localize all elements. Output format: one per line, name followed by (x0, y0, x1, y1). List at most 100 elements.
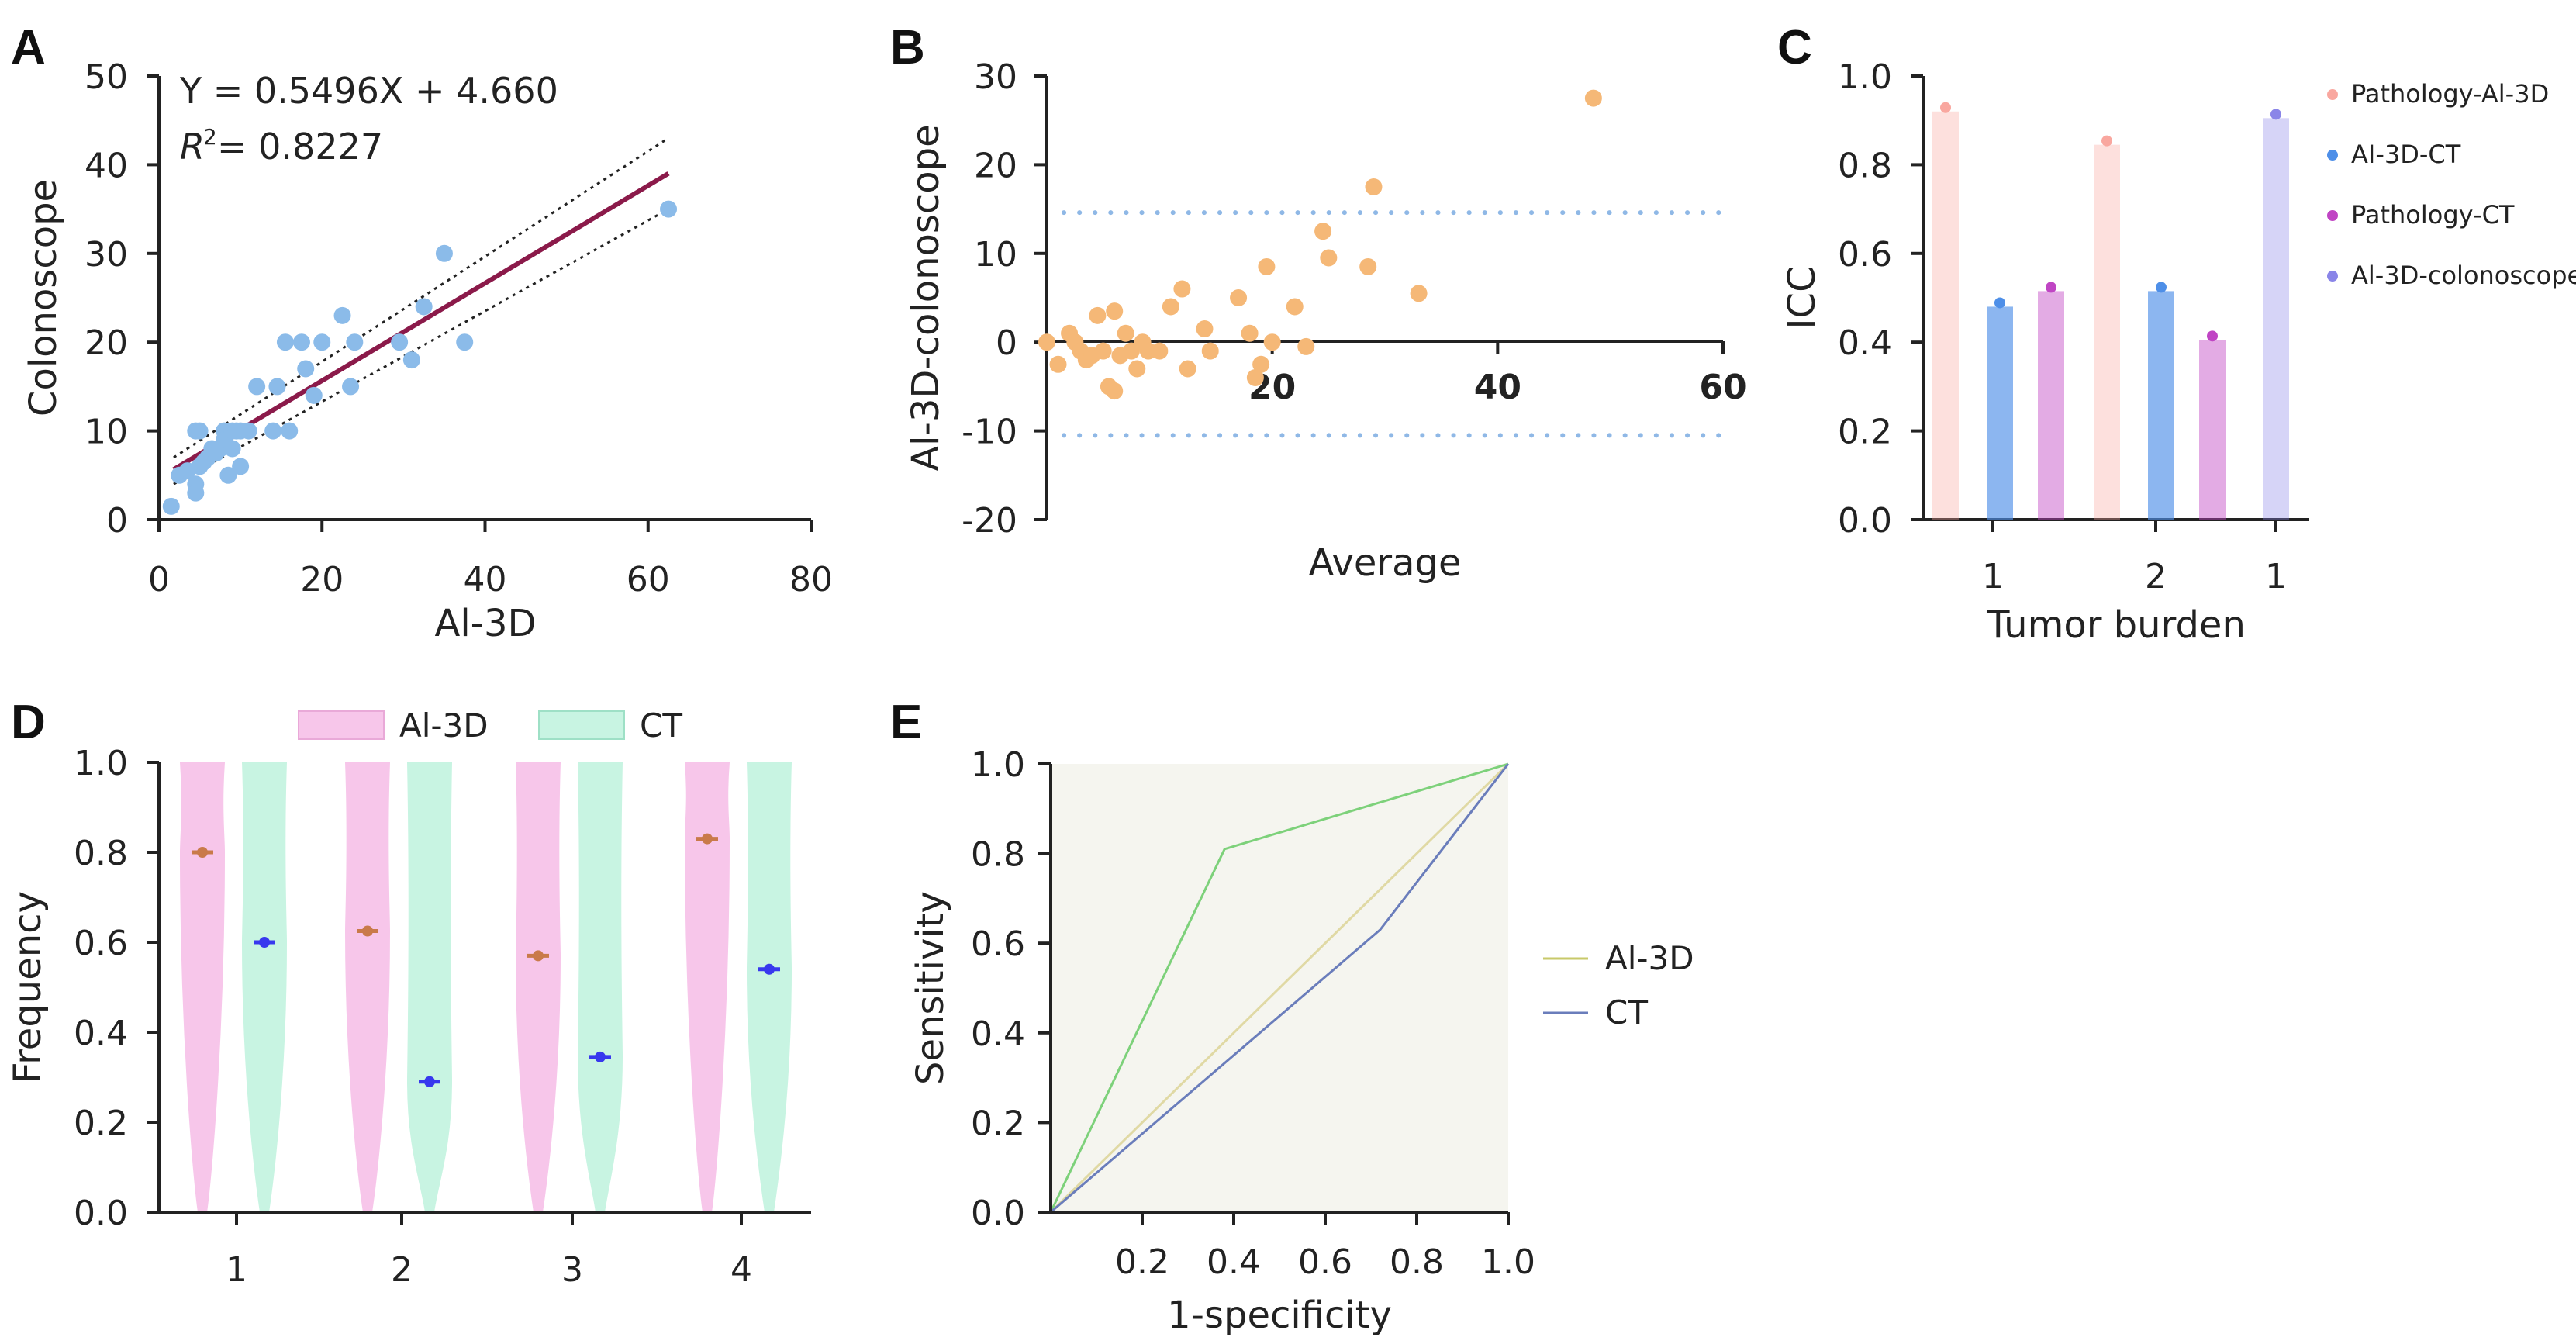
a-point (342, 378, 360, 396)
c-y-tick-label: 0.4 (1838, 323, 1892, 363)
b-y-tick-label: 0 (996, 323, 1017, 363)
d-violin (577, 762, 623, 1213)
b-point (1162, 298, 1179, 316)
c-y-tick-label: 1.0 (1838, 57, 1892, 97)
a-point (313, 333, 331, 351)
a-point (276, 333, 294, 351)
e-x-tick-label: 0.2 (1115, 1242, 1169, 1282)
c-bar (2038, 291, 2064, 520)
e-y-tick-label: 0.0 (971, 1194, 1025, 1233)
d-x-tick-label: 2 (391, 1250, 413, 1290)
a-y-tick-label: 50 (85, 57, 128, 97)
c-x-tick-label: 2 (2145, 557, 2167, 596)
panel-letter-d: D (11, 696, 46, 749)
b-point (1117, 324, 1134, 342)
b-point (1359, 257, 1377, 275)
a-point (456, 333, 474, 351)
b-x-tick-label: 40 (1474, 368, 1521, 407)
d-y-tick-label: 0.4 (74, 1014, 128, 1053)
d-legend-label: Al-3D (399, 707, 489, 745)
e-legend-label: CT (1605, 993, 1648, 1031)
c-y-tick-label: 0.0 (1838, 501, 1892, 541)
c-bar (1987, 306, 2013, 520)
b-x-tick-label: 60 (1699, 368, 1746, 407)
b-point (1263, 333, 1281, 351)
a-fit-line (172, 171, 670, 472)
a-x-tick-label: 80 (789, 560, 833, 599)
a-y-tick-label: 40 (85, 146, 128, 185)
e-y-tick-label: 0.6 (971, 924, 1025, 964)
a-x-label: Al-3D (435, 602, 537, 645)
c-legend-marker (2327, 89, 2338, 100)
d-violin (344, 762, 391, 1213)
b-point (1286, 298, 1304, 316)
d-median-dot (362, 925, 373, 937)
c-bar (1932, 111, 1959, 520)
c-legend-label: Pathology-Al-3D (2351, 79, 2549, 109)
a-point (415, 298, 433, 316)
b-point (1106, 382, 1124, 400)
c-ticks: 0.0 0.2 0.4 0.6 0.8 1.0 1 2 1 (1838, 57, 2287, 596)
e-y-tick-label: 0.8 (971, 835, 1025, 875)
b-point (1252, 355, 1270, 373)
c-bar-dot (1994, 297, 2005, 309)
b-point (1094, 342, 1112, 360)
panel-c: C 0.0 0.2 0.4 0.6 0.8 1.0 1 2 1 Pathology-Al-3D A… (1777, 21, 2576, 647)
c-bar-dot (2207, 330, 2218, 342)
d-violin (684, 762, 730, 1213)
a-point (402, 351, 420, 369)
d-y-tick-label: 0.8 (74, 834, 128, 873)
c-legend-label: Pathology-CT (2351, 200, 2515, 230)
d-x-tick-label: 4 (730, 1250, 752, 1290)
a-point (162, 497, 180, 515)
d-violin (406, 762, 453, 1213)
panel-letter-c: C (1777, 21, 1812, 74)
a-point (660, 200, 678, 218)
b-point (1128, 360, 1146, 378)
b-y-tick-label: -20 (962, 501, 1017, 541)
d-legend: Al-3D CT (298, 707, 682, 745)
b-point (1106, 302, 1124, 320)
a-point (248, 378, 266, 396)
a-r2-superscript: 2 (203, 124, 217, 150)
d-median-dot (424, 1076, 435, 1087)
a-point (435, 244, 453, 262)
b-point (1201, 342, 1219, 360)
c-legend-marker (2327, 210, 2338, 221)
a-confidence-band (173, 136, 669, 485)
e-legend-label: Al-3D (1605, 939, 1694, 977)
a-y-tick-label: 20 (85, 323, 128, 363)
b-point (1173, 280, 1191, 298)
d-y-tick-label: 1.0 (74, 744, 128, 783)
c-x-tick-label: 1 (1982, 557, 2004, 596)
a-point (232, 458, 250, 475)
a-ci-lower (173, 208, 669, 485)
b-point (1089, 306, 1107, 324)
d-violin (241, 762, 288, 1213)
panel-d: D Al-3D CT 0.0 0.2 0.4 0.6 0.8 1.0 1 2 3 4 Frequen… (6, 696, 811, 1290)
c-bar-dot (2156, 282, 2167, 293)
d-violin (746, 762, 792, 1213)
b-limits-of-agreement (1062, 210, 1725, 438)
b-y-label: Al-3D-colonoscope (904, 124, 948, 471)
a-r2-value: = 0.8227 (217, 126, 383, 168)
e-legend: Al-3D CT (1543, 939, 1694, 1031)
e-reference-line (1049, 762, 1510, 1214)
c-bars (1932, 102, 2289, 520)
c-bar (2094, 144, 2120, 520)
c-legend: Pathology-Al-3D AI-3D-CT Pathology-CT Al-3D… (2327, 79, 2576, 290)
panel-letter-b: B (890, 21, 925, 74)
a-x-tick-label: 0 (148, 560, 170, 599)
a-point (191, 422, 209, 440)
a-ci-upper (173, 136, 669, 459)
a-y-tick-label: 10 (85, 413, 128, 452)
a-point (268, 378, 286, 396)
d-y-tick-label: 0.6 (74, 924, 128, 963)
a-r2-symbol: R (180, 126, 205, 168)
c-bar (2199, 340, 2226, 520)
a-x-tick-label: 60 (627, 560, 670, 599)
b-point (1246, 368, 1264, 386)
b-point (1410, 285, 1428, 302)
